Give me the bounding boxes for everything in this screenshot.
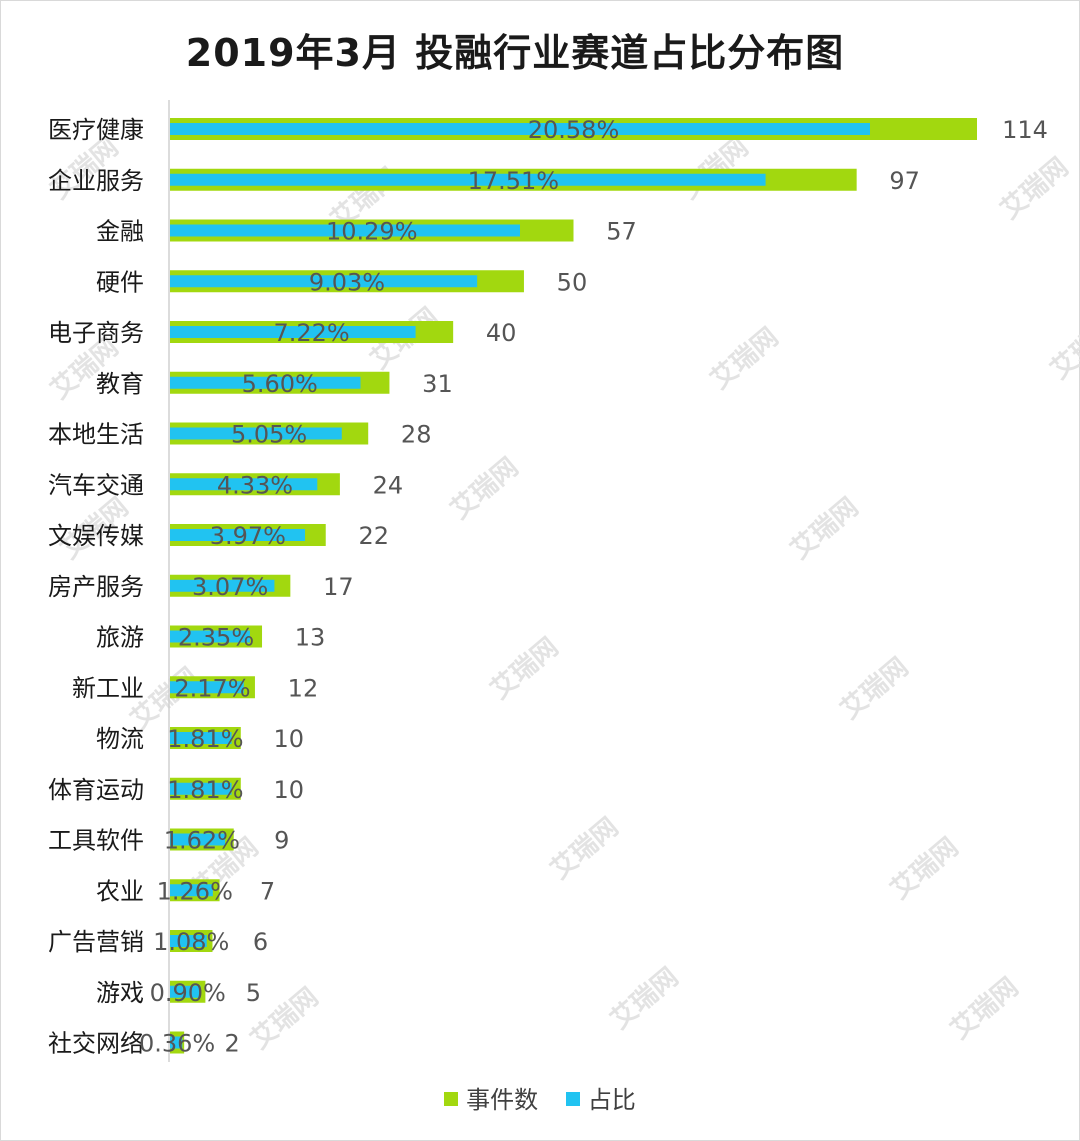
pct-label-4: 7.22%	[273, 319, 349, 347]
count-label-16: 6	[253, 928, 268, 956]
category-label-15: 农业	[96, 877, 144, 905]
category-label-16: 广告营销	[48, 928, 144, 956]
bar-pct-9	[170, 579, 275, 592]
bar-pct-2	[170, 224, 520, 237]
category-label-2: 金融	[96, 218, 144, 246]
count-label-13: 10	[274, 776, 305, 804]
pct-label-12: 1.81%	[167, 725, 243, 753]
count-label-9: 17	[323, 573, 354, 601]
legend-swatch-pct	[565, 1092, 580, 1106]
category-label-6: 本地生活	[48, 421, 144, 449]
bar-pct-7	[170, 478, 318, 491]
count-label-1: 97	[889, 167, 920, 195]
count-label-2: 57	[606, 218, 637, 246]
category-label-12: 物流	[96, 725, 144, 753]
watermark-19: 艾瑞网	[945, 972, 1024, 1045]
watermark-12: 艾瑞网	[485, 632, 564, 705]
category-label-0: 医疗健康	[48, 116, 144, 144]
pct-label-15: 1.26%	[157, 877, 233, 905]
bar-pct-3	[170, 275, 478, 288]
watermark-18: 艾瑞网	[605, 962, 684, 1035]
bar-pct-8	[170, 529, 306, 541]
legend: 事件数 占比	[0, 1080, 1080, 1115]
category-label-4: 电子商务	[48, 319, 144, 347]
pct-label-18: 0.36%	[139, 1030, 215, 1058]
category-label-1: 企业服务	[48, 167, 144, 195]
bar-pct-0	[170, 123, 870, 135]
category-label-9: 房产服务	[48, 573, 144, 601]
bar-pct-4	[170, 326, 416, 338]
count-label-12: 10	[274, 725, 305, 753]
bar-pct-5	[170, 376, 361, 389]
legend-item-count[interactable]: 事件数	[444, 1080, 538, 1115]
pct-label-17: 0.90%	[150, 979, 226, 1007]
pct-label-0: 20.58%	[528, 116, 620, 144]
bar-pct-6	[170, 427, 342, 440]
watermark-6: 艾瑞网	[705, 322, 784, 395]
legend-label-count: 事件数	[466, 1086, 539, 1114]
count-label-3: 50	[557, 268, 588, 296]
watermark-10: 艾瑞网	[785, 492, 864, 565]
count-label-0: 114	[1002, 116, 1048, 144]
count-label-10: 13	[295, 624, 326, 652]
pct-label-7: 4.33%	[217, 471, 293, 499]
watermark-3: 艾瑞网	[995, 152, 1074, 225]
pct-label-13: 1.81%	[167, 776, 243, 804]
pct-label-14: 1.62%	[164, 827, 240, 855]
count-label-4: 40	[486, 319, 517, 347]
pct-label-16: 1.08%	[153, 928, 229, 956]
legend-item-pct[interactable]: 占比	[565, 1080, 636, 1115]
pct-label-3: 9.03%	[309, 268, 385, 296]
legend-label-pct: 占比	[587, 1086, 636, 1114]
pct-label-5: 5.60%	[242, 370, 318, 398]
watermark-15: 艾瑞网	[545, 812, 624, 885]
watermark-7: 艾瑞网	[1045, 312, 1080, 385]
bar-pct-18	[170, 1036, 183, 1049]
count-label-14: 9	[274, 827, 289, 855]
pct-label-9: 3.07%	[192, 573, 268, 601]
pct-label-2: 10.29%	[326, 218, 418, 246]
bar-pct-10	[170, 630, 250, 643]
bar-pct-17	[170, 985, 201, 998]
legend-swatch-count	[444, 1092, 459, 1106]
bar-pct-12	[170, 732, 232, 744]
bar-pct-11	[170, 681, 244, 694]
count-label-18: 2	[225, 1030, 240, 1058]
category-label-8: 文娱传媒	[48, 522, 144, 550]
watermark-13: 艾瑞网	[835, 652, 914, 725]
bar-pct-14	[170, 833, 226, 846]
watermark-9: 艾瑞网	[445, 452, 524, 525]
category-label-11: 新工业	[72, 674, 144, 702]
bar-pct-1	[170, 173, 766, 186]
count-label-17: 5	[246, 979, 261, 1007]
bar-pct-16	[170, 935, 207, 947]
pct-label-11: 2.17%	[174, 674, 250, 702]
category-label-18: 社交网络	[48, 1030, 144, 1058]
pct-label-1: 17.51%	[468, 167, 560, 195]
category-label-7: 汽车交通	[48, 471, 144, 499]
category-label-10: 旅游	[96, 624, 144, 652]
count-label-5: 31	[422, 370, 453, 398]
watermark-16: 艾瑞网	[885, 832, 964, 905]
category-label-14: 工具软件	[48, 827, 144, 855]
pct-label-8: 3.97%	[210, 522, 286, 550]
bar-pct-13	[170, 782, 232, 795]
pct-label-10: 2.35%	[178, 624, 254, 652]
count-label-8: 22	[358, 522, 389, 550]
bars-layer	[170, 118, 977, 1054]
category-label-13: 体育运动	[48, 776, 144, 804]
chart-title: 2019年3月 投融行业赛道占比分布图	[185, 31, 845, 75]
count-label-7: 24	[373, 471, 404, 499]
count-label-11: 12	[288, 674, 319, 702]
category-label-17: 游戏	[96, 979, 144, 1007]
count-label-15: 7	[260, 877, 275, 905]
category-label-5: 教育	[96, 370, 144, 398]
category-label-3: 硬件	[96, 268, 144, 296]
count-label-6: 28	[401, 421, 432, 449]
bar-pct-15	[170, 884, 213, 897]
pct-label-6: 5.05%	[231, 421, 307, 449]
